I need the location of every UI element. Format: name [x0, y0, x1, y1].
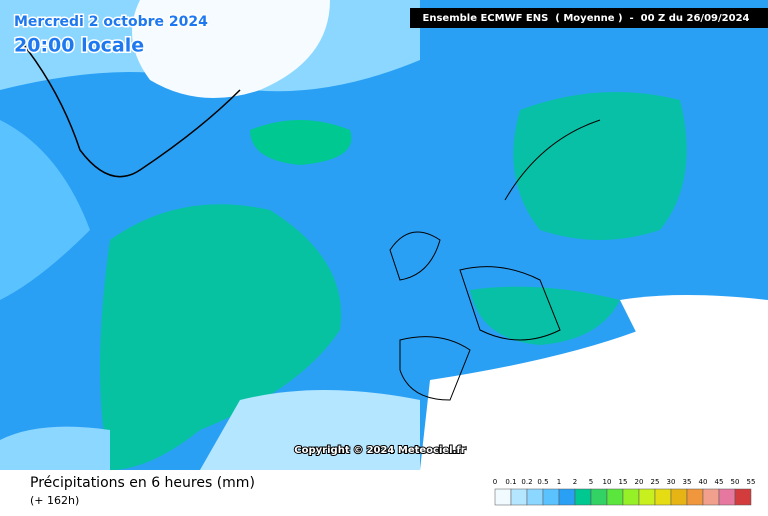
- legend-label: 0.2: [521, 478, 532, 486]
- legend-label: 50: [731, 478, 740, 486]
- legend-swatch: [686, 488, 704, 506]
- legend-swatch: [702, 488, 720, 506]
- legend-label: 5: [589, 478, 593, 486]
- legend-swatch: [494, 488, 512, 506]
- legend-swatch: [510, 488, 528, 506]
- model-box: [410, 8, 768, 28]
- legend-label: 25: [651, 478, 660, 486]
- legend-swatch: [526, 488, 544, 506]
- legend-label: 55: [747, 478, 756, 486]
- footer-title: Précipitations en 6 heures (mm): [30, 475, 255, 491]
- legend-label: 20: [635, 478, 644, 486]
- footer-lead: (+ 162h): [30, 494, 79, 507]
- legend-label: 10: [603, 478, 612, 486]
- legend-swatch: [734, 488, 752, 506]
- legend-swatch: [670, 488, 688, 506]
- legend-label: 15: [619, 478, 628, 486]
- legend-label: 0: [493, 478, 497, 486]
- legend-label: 1: [557, 478, 561, 486]
- legend-swatch: [574, 488, 592, 506]
- legend-label: 2: [573, 478, 577, 486]
- legend-swatch: [606, 488, 624, 506]
- legend-label: 45: [715, 478, 724, 486]
- legend-swatch: [590, 488, 608, 506]
- time: 20:00 locale: [14, 35, 144, 57]
- model: Ensemble ECMWF ENS ( Moyenne ) - 00 Z du…: [423, 13, 750, 24]
- legend-label: 0.1: [505, 478, 516, 486]
- legend-swatch: [718, 488, 736, 506]
- legend-swatch: [542, 488, 560, 506]
- legend-swatch: [638, 488, 656, 506]
- legend-label: 0.5: [537, 478, 548, 486]
- date: Mercredi 2 octobre 2024: [14, 14, 208, 30]
- legend: 0 0.1 0.2 0.5 1 2 5 10 15 20 25 30 35 40 45 50 55: [493, 478, 756, 506]
- legend-label: 30: [667, 478, 676, 486]
- map: [0, 0, 768, 470]
- legend-swatch: [654, 488, 672, 506]
- legend-swatch: [558, 488, 576, 506]
- legend-swatch: [622, 488, 640, 506]
- copyright: Copyright © 2024 Meteociel.fr: [294, 445, 465, 456]
- legend-label: 40: [699, 478, 708, 486]
- legend-label: 35: [683, 478, 692, 486]
